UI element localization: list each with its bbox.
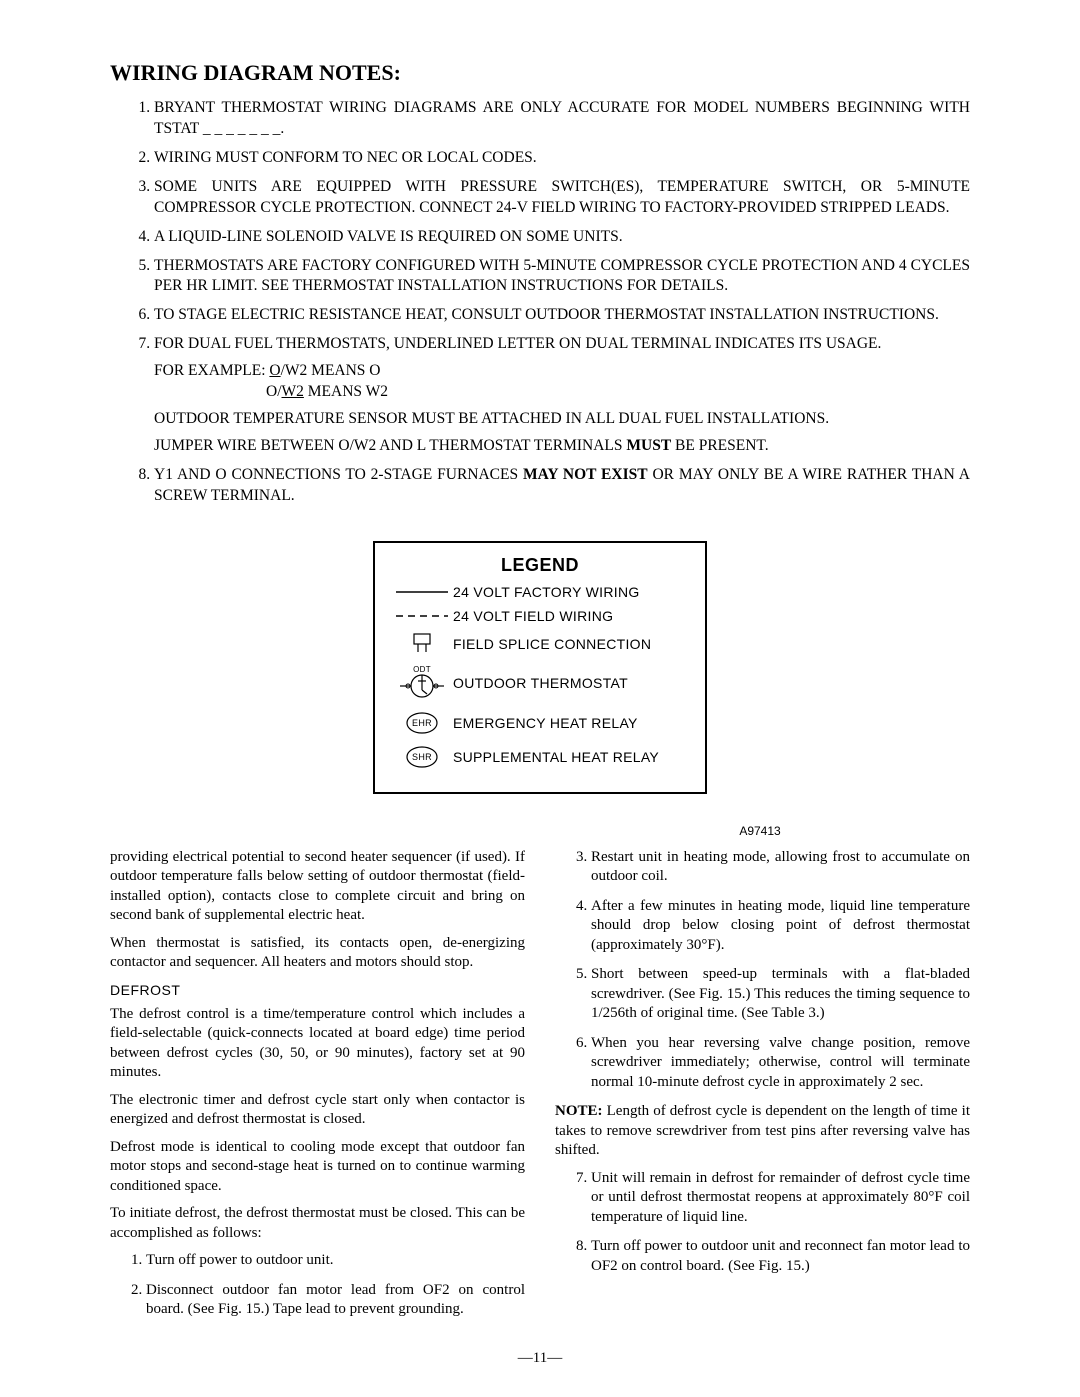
note-2: WIRING MUST CONFORM TO NEC OR LOCAL CODE…	[154, 148, 970, 169]
note-5: THERMOSTATS ARE FACTORY CONFIGURED WITH …	[154, 256, 970, 298]
legend-row-factory-wiring: 24 VOLT FACTORY WIRING	[391, 584, 689, 600]
legend-label: EMERGENCY HEAT RELAY	[453, 715, 689, 731]
example-b-rest: MEANS W2	[304, 383, 388, 400]
left-p6: To initiate defrost, the defrost thermos…	[110, 1204, 525, 1243]
left-column: providing electrical potential to second…	[110, 848, 525, 1330]
example-b-underline: W2	[282, 383, 304, 400]
note-8-b: MAY NOT EXIST	[523, 466, 648, 483]
note-7-sub2: JUMPER WIRE BETWEEN O/W2 AND L THERMOSTA…	[154, 436, 970, 457]
page-number: —11—	[110, 1350, 970, 1367]
legend-label: 24 VOLT FACTORY WIRING	[453, 584, 689, 600]
note-4: A LIQUID-LINE SOLENOID VALVE IS REQUIRED…	[154, 227, 970, 248]
left-p5: Defrost mode is identical to cooling mod…	[110, 1138, 525, 1197]
defrost-steps-right-b: Unit will remain in defrost for remainde…	[555, 1169, 970, 1277]
note-8-a: Y1 AND O CONNECTIONS TO 2-STAGE FURNACES	[154, 466, 523, 483]
right-column: Restart unit in heating mode, allowing f…	[555, 848, 970, 1330]
legend-title: LEGEND	[391, 555, 689, 576]
legend-label: OUTDOOR THERMOSTAT	[453, 675, 689, 691]
ehr-label: EHR	[412, 718, 432, 728]
note-7-main: FOR DUAL FUEL THERMOSTATS, UNDERLINED LE…	[154, 335, 881, 352]
left-p2: When thermostat is satisfied, its contac…	[110, 934, 525, 973]
note-7-sub1: OUTDOOR TEMPERATURE SENSOR MUST BE ATTAC…	[154, 409, 970, 430]
note-7-example: FOR EXAMPLE: O/W2 MEANS O O/W2 MEANS W2	[154, 361, 970, 403]
left-p4: The electronic timer and defrost cycle s…	[110, 1091, 525, 1130]
note-7-sub2-c: BE PRESENT.	[671, 437, 768, 454]
ehr-icon: EHR	[391, 710, 453, 736]
note-1: BRYANT THERMOSTAT WIRING DIAGRAMS ARE ON…	[154, 98, 970, 140]
body-columns: providing electrical potential to second…	[110, 848, 970, 1330]
wiring-notes-list: BRYANT THERMOSTAT WIRING DIAGRAMS ARE ON…	[110, 98, 970, 507]
page-title: WIRING DIAGRAM NOTES:	[110, 60, 970, 86]
legend-label: 24 VOLT FIELD WIRING	[453, 608, 689, 624]
solid-line-icon	[391, 587, 453, 597]
odt-icon: ODT	[391, 664, 453, 702]
step-2: Disconnect outdoor fan motor lead from O…	[146, 1281, 525, 1320]
example-b-pre: O/	[266, 383, 282, 400]
example-a-underline: O	[269, 362, 280, 379]
legend-label: FIELD SPLICE CONNECTION	[453, 636, 689, 652]
splice-icon	[391, 632, 453, 656]
defrost-steps-left: Turn off power to outdoor unit. Disconne…	[110, 1251, 525, 1320]
legend-row-splice: FIELD SPLICE CONNECTION	[391, 632, 689, 656]
step-6: When you hear reversing valve change pos…	[591, 1034, 970, 1093]
note-8: Y1 AND O CONNECTIONS TO 2-STAGE FURNACES…	[154, 465, 970, 507]
left-p1: providing electrical potential to second…	[110, 848, 525, 926]
odt-label: ODT	[413, 665, 431, 674]
legend-row-field-wiring: 24 VOLT FIELD WIRING	[391, 608, 689, 624]
dashed-line-icon	[391, 611, 453, 621]
figure-code: A97413	[110, 824, 970, 838]
defrost-subhead: DEFROST	[110, 981, 525, 999]
step-1: Turn off power to outdoor unit.	[146, 1251, 525, 1271]
legend-row-shr: SHR SUPPLEMENTAL HEAT RELAY	[391, 744, 689, 770]
note-line: NOTE: Length of defrost cycle is depende…	[555, 1102, 970, 1161]
note-7-must: MUST	[626, 437, 671, 454]
note-3: SOME UNITS ARE EQUIPPED WITH PRESSURE SW…	[154, 177, 970, 219]
step-3: Restart unit in heating mode, allowing f…	[591, 848, 970, 887]
step-7: Unit will remain in defrost for remainde…	[591, 1169, 970, 1228]
note-bold: NOTE:	[555, 1103, 603, 1119]
note-text: Length of defrost cycle is dependent on …	[555, 1103, 970, 1158]
step-4: After a few minutes in heating mode, liq…	[591, 897, 970, 956]
defrost-steps-right-a: Restart unit in heating mode, allowing f…	[555, 848, 970, 1093]
legend-label: SUPPLEMENTAL HEAT RELAY	[453, 749, 689, 765]
example-prefix: FOR EXAMPLE:	[154, 362, 269, 379]
left-p3: The defrost control is a time/temperatur…	[110, 1005, 525, 1083]
legend-row-odt: ODT OUTDOOR THERMOSTAT	[391, 664, 689, 702]
note-6: TO STAGE ELECTRIC RESISTANCE HEAT, CONSU…	[154, 305, 970, 326]
legend-row-ehr: EHR EMERGENCY HEAT RELAY	[391, 710, 689, 736]
note-7: FOR DUAL FUEL THERMOSTATS, UNDERLINED LE…	[154, 334, 970, 457]
note-7-sub2-a: JUMPER WIRE BETWEEN O/W2 AND L THERMOSTA…	[154, 437, 626, 454]
step-5: Short between speed-up terminals with a …	[591, 965, 970, 1024]
shr-label: SHR	[412, 752, 432, 762]
example-a-rest: /W2 MEANS O	[281, 362, 381, 379]
step-8: Turn off power to outdoor unit and recon…	[591, 1237, 970, 1276]
legend-container: LEGEND 24 VOLT FACTORY WIRING 24 VOLT FI…	[110, 541, 970, 794]
shr-icon: SHR	[391, 744, 453, 770]
legend-box: LEGEND 24 VOLT FACTORY WIRING 24 VOLT FI…	[373, 541, 707, 794]
